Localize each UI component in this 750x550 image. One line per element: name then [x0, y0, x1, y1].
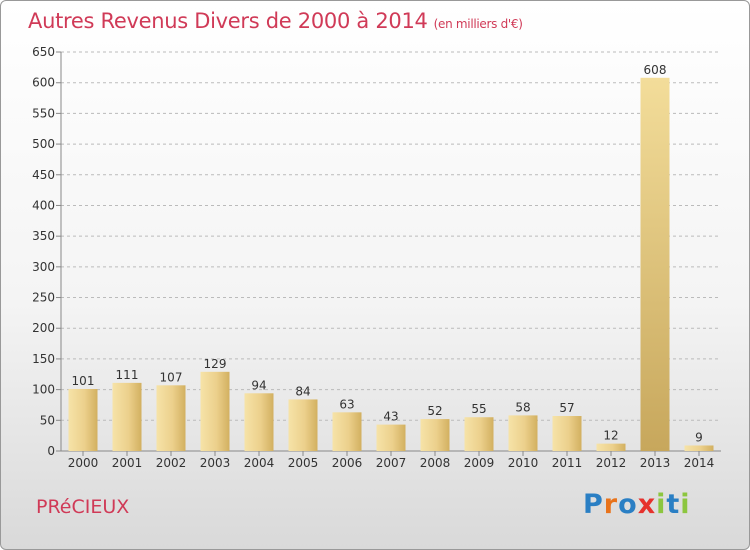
bars: [68, 77, 714, 451]
data-label: 84: [295, 384, 310, 398]
y-tick-label: 300: [32, 260, 55, 274]
data-label: 58: [515, 400, 530, 414]
x-axis-ticks: 2000 2001 2002 2003 2004 2005 2006 2007 2008 2009…: [68, 451, 715, 470]
bar: [156, 385, 186, 451]
data-label: 101: [72, 374, 95, 388]
bar: [112, 382, 142, 451]
data-label: 608: [644, 63, 667, 77]
logo-letter: P: [583, 489, 604, 520]
data-label: 57: [559, 401, 574, 415]
y-axis-ticks: 0 50 100 150 200 250 300 350 400 450 500 550 600 650: [32, 45, 61, 458]
data-label: 12: [603, 429, 618, 443]
data-label: 9: [695, 430, 703, 444]
data-label: 55: [471, 402, 486, 416]
x-tick-label: 2012: [596, 456, 627, 470]
logo-letter: i: [656, 489, 667, 520]
chart-title: Autres Revenus Divers de 2000 à 2014 (en …: [28, 9, 523, 33]
data-label: 107: [160, 370, 183, 384]
y-tick-label: 50: [40, 413, 55, 427]
x-tick-label: 2006: [332, 456, 363, 470]
x-tick-label: 2000: [68, 456, 99, 470]
proxiti-logo: Proxiti: [583, 489, 691, 520]
data-label: 43: [383, 410, 398, 424]
x-tick-label: 2002: [156, 456, 187, 470]
bar: [200, 371, 230, 451]
x-tick-label: 2001: [112, 456, 143, 470]
x-tick-label: 2005: [288, 456, 319, 470]
data-label: 111: [116, 368, 139, 382]
x-tick-label: 2003: [200, 456, 231, 470]
chart-subtitle: (en milliers d'€): [433, 17, 523, 31]
x-tick-label: 2009: [464, 456, 495, 470]
y-tick-label: 0: [47, 444, 55, 458]
data-label: 63: [339, 397, 354, 411]
x-tick-label: 2011: [552, 456, 583, 470]
commune-name: PRéCIEUX: [36, 496, 130, 518]
y-tick-label: 650: [32, 45, 55, 59]
y-tick-label: 250: [32, 291, 55, 305]
logo-letter: x: [637, 489, 657, 520]
logo-letter: i: [680, 489, 691, 520]
y-tick-label: 200: [32, 321, 55, 335]
bar: [244, 393, 274, 451]
x-tick-label: 2007: [376, 456, 407, 470]
logo-letter: r: [603, 489, 619, 520]
bar: [68, 389, 98, 451]
y-tick-label: 600: [32, 76, 55, 90]
x-tick-label: 2004: [244, 456, 275, 470]
x-tick-label: 2014: [684, 456, 715, 470]
bar: [552, 416, 582, 451]
bar: [332, 412, 362, 451]
y-tick-label: 150: [32, 352, 55, 366]
data-label: 129: [204, 357, 227, 371]
x-tick-label: 2008: [420, 456, 451, 470]
y-tick-label: 550: [32, 106, 55, 120]
y-tick-label: 500: [32, 137, 55, 151]
data-label: 52: [427, 404, 442, 418]
bar: [420, 419, 450, 451]
chart-title-text: Autres Revenus Divers de 2000 à 2014: [28, 9, 428, 33]
bar: [464, 417, 494, 451]
bar: [684, 445, 714, 451]
bar: [288, 399, 318, 451]
bar: [640, 77, 670, 451]
logo-letter: o: [618, 489, 638, 520]
y-tick-label: 450: [32, 168, 55, 182]
data-labels: 101 111 107 129 94 84 63 43 52 55 58 57 12 608 9: [72, 63, 703, 445]
data-label: 94: [251, 378, 266, 392]
grid-lines: [61, 51, 721, 421]
logo-letter: t: [666, 489, 681, 520]
y-tick-label: 100: [32, 383, 55, 397]
y-tick-label: 400: [32, 198, 55, 212]
x-tick-label: 2013: [640, 456, 671, 470]
bar: [596, 443, 626, 451]
x-tick-label: 2010: [508, 456, 539, 470]
y-tick-label: 350: [32, 229, 55, 243]
bar: [376, 424, 406, 451]
bar: [508, 415, 538, 451]
